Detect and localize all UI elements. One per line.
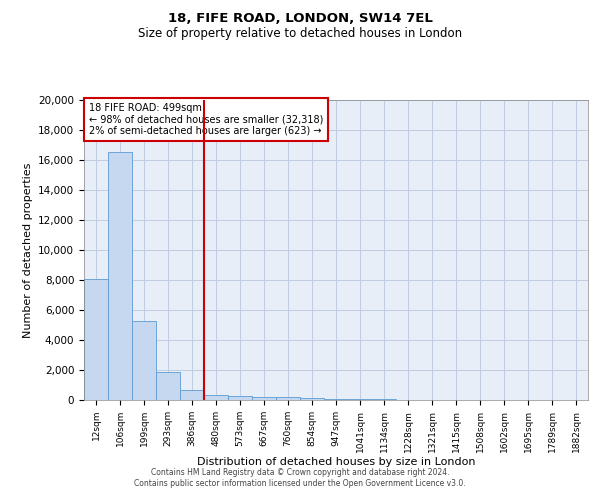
Text: Contains HM Land Registry data © Crown copyright and database right 2024.
Contai: Contains HM Land Registry data © Crown c…: [134, 468, 466, 487]
Bar: [84, 278, 108, 400]
Bar: [132, 320, 156, 400]
Bar: [180, 390, 204, 400]
Text: Size of property relative to detached houses in London: Size of property relative to detached ho…: [138, 28, 462, 40]
Bar: [324, 399, 348, 400]
Bar: [156, 372, 180, 400]
Bar: [252, 396, 276, 400]
Text: 18, FIFE ROAD, LONDON, SW14 7EL: 18, FIFE ROAD, LONDON, SW14 7EL: [167, 12, 433, 26]
Bar: [348, 399, 372, 400]
Y-axis label: Number of detached properties: Number of detached properties: [23, 162, 32, 338]
Bar: [276, 397, 300, 400]
X-axis label: Distribution of detached houses by size in London: Distribution of detached houses by size …: [197, 458, 475, 468]
Bar: [228, 396, 252, 400]
Bar: [300, 398, 324, 400]
Bar: [108, 152, 132, 400]
Text: 18 FIFE ROAD: 499sqm
← 98% of detached houses are smaller (32,318)
2% of semi-de: 18 FIFE ROAD: 499sqm ← 98% of detached h…: [89, 103, 323, 136]
Bar: [204, 395, 228, 400]
